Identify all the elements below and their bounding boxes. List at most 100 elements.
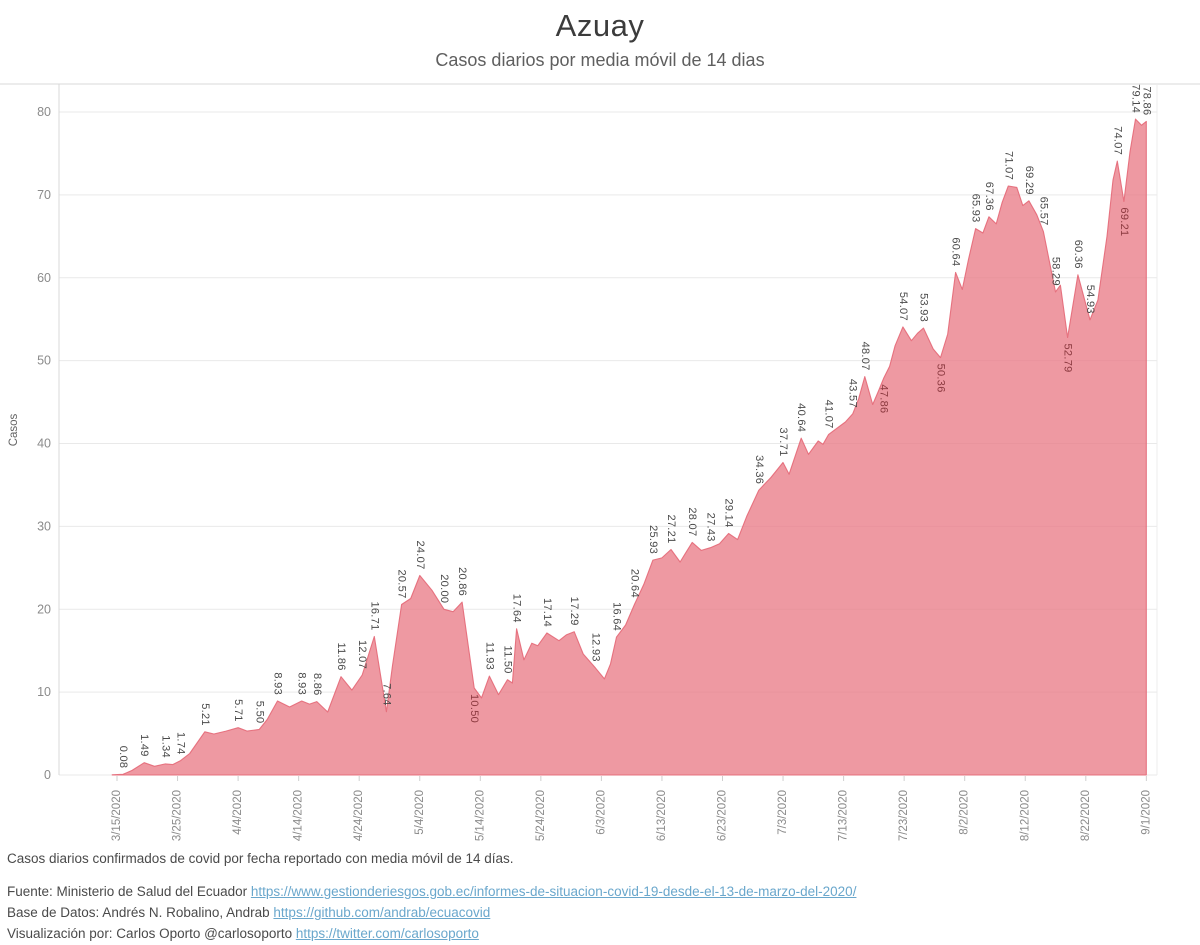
database-link[interactable]: https://github.com/andrab/ecuacovid xyxy=(273,905,491,920)
value-label: 16.71 xyxy=(368,601,380,630)
y-tick-label: 60 xyxy=(37,271,51,285)
x-tick-label: 7/13/2020 xyxy=(838,790,850,841)
x-tick-label: 6/23/2020 xyxy=(717,790,729,841)
value-labels: 0.081.49 1.34 1.745.21 5.71 5.508.93 8.93 8.86… xyxy=(117,84,1152,768)
x-tick-label: 3/25/2020 xyxy=(172,790,184,841)
chart-header: Azuay Casos diarios por media móvil de 1… xyxy=(0,0,1200,71)
value-label: 28.07 xyxy=(686,507,698,536)
value-label: 25.93 xyxy=(647,525,659,554)
y-tick-label: 0 xyxy=(44,768,51,782)
value-label: 12.07 xyxy=(356,640,368,669)
value-label: 29.14 xyxy=(723,498,735,527)
value-label: 50.36 xyxy=(935,364,947,393)
value-label: 11.50 xyxy=(502,645,514,673)
value-label: 8.93 xyxy=(272,672,284,695)
page-subtitle: Casos diarios por media móvil de 14 dias xyxy=(435,50,765,70)
source-label: Fuente: Ministerio de Salud del Ecuador xyxy=(7,884,251,899)
value-label: 8.86 xyxy=(311,673,323,696)
value-label: 34.36 xyxy=(753,455,765,484)
database-label: Base de Datos: Andrés N. Robalino, Andra… xyxy=(7,905,274,920)
y-gridlines xyxy=(59,111,1157,776)
value-label: 17.29 xyxy=(568,597,580,626)
value-label: 41.07 xyxy=(823,400,835,429)
y-tick-label: 30 xyxy=(37,519,51,533)
y-tick-label: 50 xyxy=(37,354,51,368)
x-tick-label: 5/4/2020 xyxy=(414,790,426,835)
y-axis-labels: 0 10 20 30 40 50 60 70 80 xyxy=(37,105,51,782)
x-tick-label: 3/15/2020 xyxy=(111,790,123,841)
value-label: 43.57 xyxy=(847,379,859,408)
y-tick-label: 80 xyxy=(37,105,51,119)
value-label: 10.50 xyxy=(468,694,480,723)
value-label: 5.71 xyxy=(232,699,244,722)
y-tick-label: 40 xyxy=(37,437,51,451)
value-label: 79.14 xyxy=(1130,84,1142,113)
y-tick-label: 70 xyxy=(37,188,51,202)
value-label: 47.86 xyxy=(878,384,890,413)
value-label: 53.93 xyxy=(918,293,930,322)
value-label: 37.71 xyxy=(777,427,789,456)
value-label: 1.34 xyxy=(159,735,171,758)
value-label: 1.49 xyxy=(138,734,150,757)
x-tick-label: 5/14/2020 xyxy=(474,790,486,841)
value-label: 8.93 xyxy=(296,672,308,695)
value-label: 17.14 xyxy=(541,598,553,627)
value-label: 71.07 xyxy=(1002,151,1014,180)
value-label: 20.64 xyxy=(629,569,641,598)
value-label: 5.21 xyxy=(199,703,211,726)
y-axis-title: Casos xyxy=(8,413,20,446)
x-tick-label: 8/22/2020 xyxy=(1080,790,1092,841)
x-tick-label: 9/1/2020 xyxy=(1140,790,1152,835)
value-label: 65.93 xyxy=(970,194,982,223)
value-label: 12.93 xyxy=(589,633,601,662)
value-label: 17.64 xyxy=(511,594,523,623)
area-series[interactable] xyxy=(111,118,1147,776)
value-label: 24.07 xyxy=(414,540,426,569)
value-label: 20.00 xyxy=(438,574,450,603)
value-label: 69.21 xyxy=(1118,207,1130,236)
value-label: 69.29 xyxy=(1023,166,1035,195)
visualization-label: Visualización por: Carlos Oporto @carlos… xyxy=(7,926,296,941)
value-label: 0.08 xyxy=(117,746,129,769)
value-label: 74.07 xyxy=(1111,126,1123,155)
database-line: Base de Datos: Andrés N. Robalino, Andra… xyxy=(7,905,1197,920)
y-tick-label: 20 xyxy=(37,602,51,616)
value-label: 48.07 xyxy=(859,342,871,371)
value-label: 67.36 xyxy=(983,182,995,211)
value-label: 65.57 xyxy=(1037,197,1049,226)
value-label: 52.79 xyxy=(1062,344,1074,373)
visualization-line: Visualización por: Carlos Oporto @carlos… xyxy=(7,926,1197,941)
x-tick-label: 4/4/2020 xyxy=(232,790,244,835)
value-label: 16.64 xyxy=(611,602,623,631)
x-tick-label: 8/12/2020 xyxy=(1019,790,1031,841)
value-label: 7.64 xyxy=(380,683,392,706)
chart-svg: 0.081.49 1.34 1.745.21 5.71 5.508.93 8.93 8.86… xyxy=(0,83,1200,841)
value-label: 20.57 xyxy=(396,569,408,598)
value-label: 40.64 xyxy=(795,403,807,432)
value-label: 5.50 xyxy=(253,701,265,724)
value-label: 27.21 xyxy=(665,514,677,543)
source-link[interactable]: https://www.gestionderiesgos.gob.ec/info… xyxy=(250,884,857,899)
source-line: Fuente: Ministerio de Salud del Ecuador … xyxy=(7,884,1197,899)
value-label: 11.93 xyxy=(483,642,495,670)
x-axis-labels: 3/15/2020 3/25/2020 4/4/2020 4/14/2020 4/24/… xyxy=(111,790,1152,841)
x-tick-label: 7/3/2020 xyxy=(777,790,789,835)
value-label: 78.86 xyxy=(1140,86,1152,115)
page-title: Azuay xyxy=(555,8,645,43)
value-label: 54.07 xyxy=(897,292,909,321)
value-label: 20.86 xyxy=(456,567,468,596)
x-tick-label: 5/24/2020 xyxy=(535,790,547,841)
visualization-link[interactable]: https://twitter.com/carlosoporto xyxy=(295,926,479,941)
value-label: 60.64 xyxy=(950,237,962,266)
x-tickmarks xyxy=(116,776,1147,781)
y-tick-label: 10 xyxy=(37,685,51,699)
x-tick-label: 4/24/2020 xyxy=(353,790,365,841)
value-label: 54.93 xyxy=(1084,285,1096,314)
value-label: 1.74 xyxy=(175,732,187,755)
value-label: 27.43 xyxy=(704,513,716,542)
x-tick-label: 6/13/2020 xyxy=(656,790,668,841)
x-tick-label: 6/3/2020 xyxy=(595,790,607,835)
x-tick-label: 4/14/2020 xyxy=(293,790,305,841)
value-label: 11.86 xyxy=(335,642,347,670)
